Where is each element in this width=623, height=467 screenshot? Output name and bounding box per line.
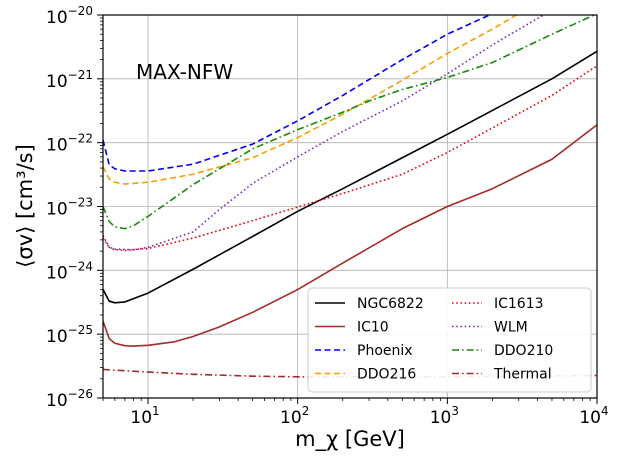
x-tick-label: 102 [280, 404, 309, 428]
y-tick-label: 10−20 [46, 4, 93, 28]
legend-label-ddo216: DDO216 [357, 367, 416, 383]
x-tick-label: 103 [430, 404, 459, 428]
x-tick-label: 104 [579, 404, 608, 428]
y-tick-label: 10−21 [46, 68, 93, 92]
x-axis-label: m_χ [GeV] [295, 427, 405, 452]
legend-label-ic10: IC10 [357, 320, 389, 336]
legend-label-thermal: Thermal [493, 367, 552, 383]
y-tick-label: 10−23 [46, 196, 93, 220]
series-line-ddo210 [103, 15, 596, 230]
y-axis-label: ⟨σv⟩ [cm³/s] [13, 144, 37, 268]
y-tick-label: 10−26 [46, 387, 93, 411]
series-line-ic1613 [103, 65, 597, 252]
y-tick-label: 10−25 [46, 323, 93, 347]
chart-annotation: MAX-NFW [136, 60, 233, 84]
axis-ticks: 101 102 103 104 10−26 10−25 10−24 10−23 10−22 10−… [46, 4, 609, 428]
series-line-phoenix [103, 15, 492, 172]
legend-label-ic1613: IC1613 [494, 296, 544, 312]
plot-area [103, 15, 597, 378]
legend-label-ddo210: DDO210 [494, 343, 553, 359]
series-line-ic10 [103, 124, 597, 347]
series-line-ngc6822 [103, 50, 597, 304]
series-line-ddo216 [103, 15, 519, 185]
legend-label-wlm: WLM [494, 320, 528, 336]
legend-label-ngc6822: NGC6822 [357, 296, 424, 312]
x-tick-label: 101 [130, 404, 159, 428]
y-tick-label: 10−22 [46, 132, 93, 156]
legend-box [307, 287, 592, 393]
legend-label-phoenix: Phoenix [357, 343, 413, 359]
y-tick-label: 10−24 [46, 259, 93, 283]
series-line-thermal [103, 368, 597, 378]
legend: NGC6822 IC10 Phoenix DDO216 IC1613 WLM DDO210 T… [307, 287, 592, 393]
